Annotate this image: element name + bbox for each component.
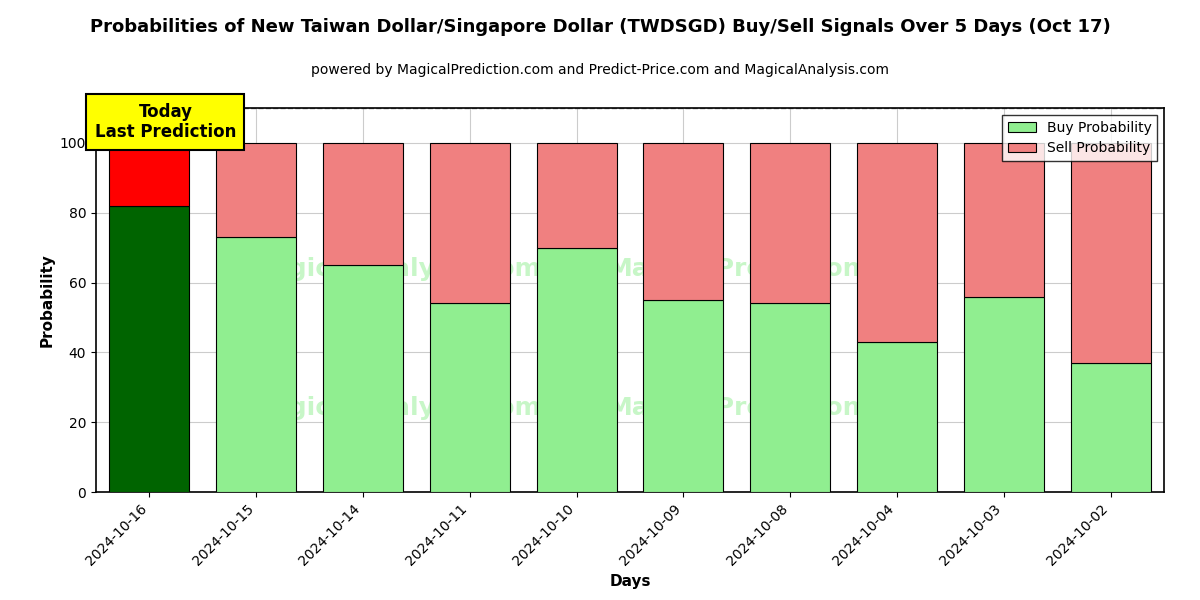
Bar [643, 300, 724, 492]
Bar [964, 143, 1044, 296]
Text: Probabilities of New Taiwan Dollar/Singapore Dollar (TWDSGD) Buy/Sell Signals Ov: Probabilities of New Taiwan Dollar/Singa… [90, 18, 1110, 36]
Bar [1070, 363, 1151, 492]
Text: MagicalPrediction.com: MagicalPrediction.com [608, 395, 930, 419]
Bar [857, 143, 937, 342]
Text: MagicalAnalysis.com: MagicalAnalysis.com [248, 257, 542, 281]
Bar [109, 143, 190, 206]
Bar [216, 237, 296, 492]
Bar [750, 143, 830, 304]
Bar [109, 206, 190, 492]
Bar [323, 265, 403, 492]
Text: MagicalPrediction.com: MagicalPrediction.com [608, 257, 930, 281]
Bar [536, 248, 617, 492]
Text: MagicalAnalysis.com: MagicalAnalysis.com [248, 395, 542, 419]
Bar [430, 304, 510, 492]
Bar [216, 143, 296, 237]
Bar [964, 296, 1044, 492]
Bar [430, 143, 510, 304]
Bar [643, 143, 724, 300]
Y-axis label: Probability: Probability [40, 253, 54, 347]
Text: powered by MagicalPrediction.com and Predict-Price.com and MagicalAnalysis.com: powered by MagicalPrediction.com and Pre… [311, 63, 889, 77]
Bar [750, 304, 830, 492]
Legend: Buy Probability, Sell Probability: Buy Probability, Sell Probability [1002, 115, 1157, 161]
Bar [1070, 143, 1151, 363]
Bar [536, 143, 617, 248]
Text: Today
Last Prediction: Today Last Prediction [95, 103, 236, 142]
Bar [323, 143, 403, 265]
Bar [857, 342, 937, 492]
X-axis label: Days: Days [610, 574, 650, 589]
